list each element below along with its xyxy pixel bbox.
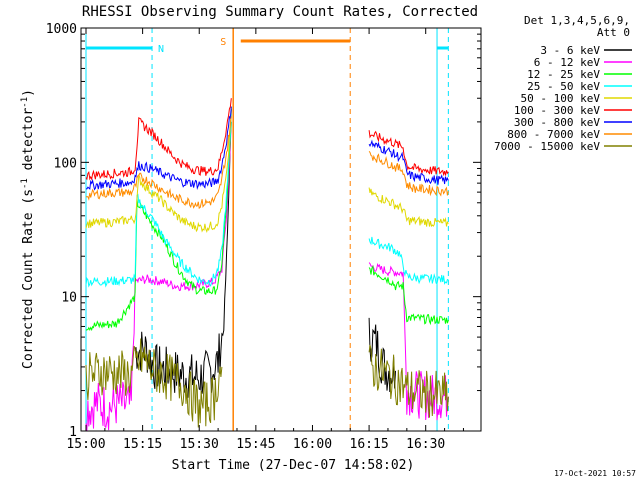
x-tick-label: 16:15 <box>350 437 389 452</box>
legend-header: Det 1,3,4,5,6,9, <box>524 14 630 27</box>
footer-timestamp: 17-Oct-2021 10:57 <box>554 469 636 478</box>
legend-label: 6 - 12 keV <box>534 56 601 69</box>
series-line <box>368 150 449 197</box>
series-line <box>85 338 223 428</box>
chart-title: RHESSI Observing Summary Count Rates, Co… <box>82 4 478 20</box>
series-line <box>85 106 232 234</box>
series-line <box>368 317 396 393</box>
series-line <box>85 113 232 288</box>
series-line <box>368 139 449 185</box>
plot-frame <box>80 27 482 432</box>
y-tick-label: 1000 <box>46 22 77 37</box>
x-axis-label: Start Time (27-Dec-07 14:58:02) <box>172 458 415 473</box>
legend-label: 100 - 300 keV <box>514 104 600 117</box>
y-tick-label: 100 <box>54 156 77 171</box>
series-25-50-kev <box>85 113 449 288</box>
legend-label: 300 - 800 keV <box>514 116 600 129</box>
series-50-100-kev <box>85 106 449 234</box>
series-line <box>85 121 232 431</box>
series-line <box>368 265 449 326</box>
series-line <box>368 130 449 177</box>
series-line <box>368 236 449 285</box>
x-tick-label: 15:45 <box>236 437 275 452</box>
legend-label: 3 - 6 keV <box>540 44 600 57</box>
series-100-300-kev <box>85 98 449 181</box>
series-800-7000-kev <box>85 116 449 209</box>
x-tick-label: 16:00 <box>293 437 332 452</box>
series-300-800-kev <box>86 106 449 191</box>
series-7000-15000-kev <box>85 338 449 428</box>
series-line <box>85 98 232 181</box>
saa-label: S <box>220 37 226 48</box>
legend-header: Att 0 <box>597 26 630 39</box>
y-tick-label: 1 <box>69 425 77 440</box>
series-line <box>368 344 449 418</box>
series-line <box>86 106 232 191</box>
x-tick-label: 15:15 <box>123 437 162 452</box>
series-line <box>85 116 232 209</box>
legend-label: 25 - 50 keV <box>527 80 600 93</box>
y-axis-label: Corrected Count Rate (s-1 detector-1) <box>20 89 36 369</box>
night-label: N <box>158 44 164 55</box>
y-tick-label: 10 <box>61 291 77 306</box>
x-tick-label: 16:30 <box>406 437 445 452</box>
x-tick-label: 15:00 <box>66 437 105 452</box>
x-tick-label: 15:30 <box>180 437 219 452</box>
legend-label: 50 - 100 keV <box>521 92 601 105</box>
legend-label: 7000 - 15000 keV <box>494 140 600 153</box>
legend-label: 800 - 7000 keV <box>507 128 600 141</box>
legend-label: 12 - 25 keV <box>527 68 600 81</box>
series-line <box>368 187 449 228</box>
